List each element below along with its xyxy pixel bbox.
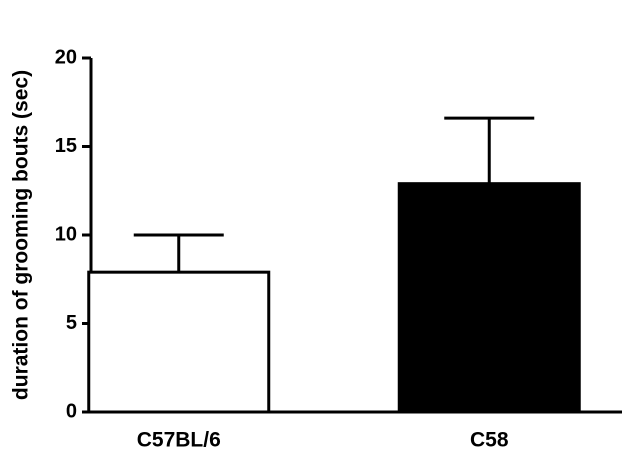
y-axis-label: duration of grooming bouts (sec) [10, 70, 33, 400]
bar [397, 182, 581, 414]
y-tick-label: 20 [55, 46, 77, 68]
bar [87, 270, 271, 414]
y-tick-label: 15 [55, 135, 77, 157]
x-tick-label: C57BL/6 [137, 429, 221, 452]
y-tick-label: 5 [66, 312, 77, 334]
x-tick-label: C58 [470, 429, 509, 452]
y-tick-label: 0 [66, 400, 77, 422]
y-tick-label: 10 [55, 223, 77, 245]
